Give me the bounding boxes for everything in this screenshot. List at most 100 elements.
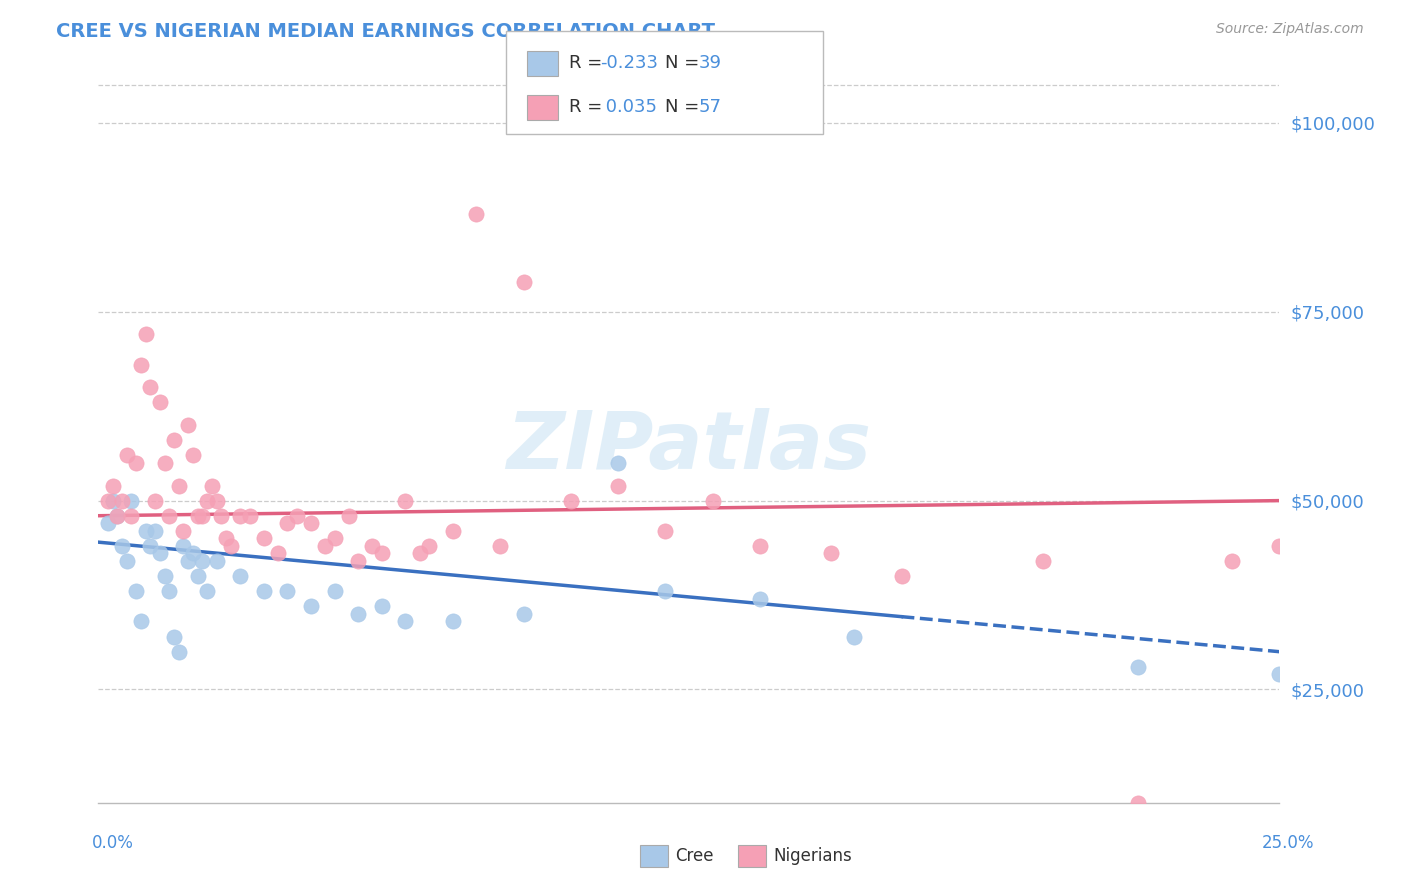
Point [441,524,464,538]
Point [276,516,298,531]
Point [607,456,630,470]
Text: N =: N = [665,54,704,72]
Point [418,539,440,553]
Point [209,508,232,523]
Point [465,206,488,220]
Point [215,532,238,546]
Point [253,584,276,599]
Point [702,493,724,508]
Point [195,493,218,508]
Point [149,547,172,561]
Text: 0.035: 0.035 [600,98,658,116]
Point [181,448,204,462]
Point [1268,539,1291,553]
Point [229,569,252,583]
Point [239,508,262,523]
Point [177,554,200,568]
Point [654,584,676,599]
Point [512,607,534,621]
Point [820,547,842,561]
Point [408,547,430,561]
Point [167,645,190,659]
Point [143,524,166,538]
Point [111,539,134,553]
Point [337,508,360,523]
Point [748,591,770,606]
Point [285,508,308,523]
Point [229,508,252,523]
Point [205,493,228,508]
Point [191,554,214,568]
Point [163,433,186,447]
Text: 39: 39 [699,54,721,72]
Text: -0.233: -0.233 [600,54,658,72]
Point [157,584,180,599]
Point [361,539,384,553]
Text: 0.0%: 0.0% [91,834,134,852]
Point [177,418,200,433]
Point [267,547,290,561]
Point [654,524,676,538]
Text: Source: ZipAtlas.com: Source: ZipAtlas.com [1216,22,1364,37]
Point [172,539,194,553]
Text: R =: R = [569,98,609,116]
Point [1220,554,1243,568]
Point [172,524,194,538]
Text: 25.0%: 25.0% [1263,834,1315,852]
Point [347,607,370,621]
Point [153,456,176,470]
Text: R =: R = [569,54,609,72]
Point [323,584,346,599]
Point [253,532,276,546]
Point [512,275,534,289]
Point [607,478,630,492]
Point [125,456,148,470]
Point [205,554,228,568]
Point [139,539,162,553]
Point [163,630,186,644]
Point [101,478,124,492]
Point [1126,796,1149,810]
Point [135,524,157,538]
Point [890,569,912,583]
Point [139,380,162,394]
Text: CREE VS NIGERIAN MEDIAN EARNINGS CORRELATION CHART: CREE VS NIGERIAN MEDIAN EARNINGS CORRELA… [56,22,716,41]
Point [187,569,209,583]
Point [121,493,143,508]
Text: ZIPatlas: ZIPatlas [506,409,872,486]
Point [314,539,336,553]
Point [121,508,143,523]
Point [299,599,322,614]
Point [441,615,464,629]
Point [153,569,176,583]
Point [97,516,120,531]
Point [105,508,128,523]
Point [191,508,214,523]
Point [394,493,416,508]
Point [323,532,346,546]
Point [276,584,298,599]
Point [105,508,128,523]
Point [181,547,204,561]
Point [489,539,512,553]
Point [125,584,148,599]
Point [1126,660,1149,674]
Point [195,584,218,599]
Point [167,478,190,492]
Point [129,358,152,372]
Point [187,508,209,523]
Point [149,395,172,409]
Point [135,327,157,342]
Point [394,615,416,629]
Text: Cree: Cree [675,847,713,865]
Point [219,539,242,553]
Point [201,478,224,492]
Point [143,493,166,508]
Point [101,493,124,508]
Point [347,554,370,568]
Point [371,599,394,614]
Point [97,493,120,508]
Point [1032,554,1054,568]
Point [157,508,180,523]
Point [560,493,582,508]
